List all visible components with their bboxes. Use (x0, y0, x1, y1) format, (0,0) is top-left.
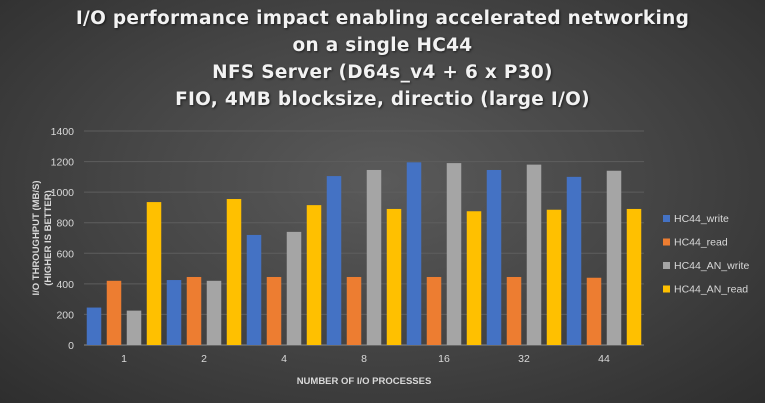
y-tick-label: 0 (68, 340, 74, 352)
y-tick-label: 600 (56, 248, 74, 260)
x-tick-label: 32 (518, 353, 530, 365)
bar-hc44-an-read (626, 208, 642, 345)
bar-hc44-write (246, 234, 262, 345)
bar-hc44-read (586, 277, 602, 345)
legend-label: HC44_write (674, 213, 729, 225)
bar-hc44-write (486, 169, 502, 345)
chart-title-line-3: NFS Server (D64s_v4 + 6 x P30) (212, 62, 553, 83)
bar-hc44-read (426, 276, 442, 345)
bar-hc44-an-write (126, 310, 142, 345)
x-tick-label: 16 (438, 353, 450, 365)
bar-hc44-read (506, 276, 522, 345)
bar-hc44-an-read (386, 208, 402, 345)
legend-swatch (663, 238, 670, 246)
chart-title-line-4: FIO, 4MB blocksize, directio (large I/O) (175, 89, 590, 110)
y-tick-label: 400 (56, 279, 74, 291)
chart-title-line-2: on a single HC44 (292, 35, 473, 56)
y-tick-label: 1400 (51, 126, 75, 138)
x-tick-label: 1 (121, 353, 127, 365)
bar-hc44-an-write (286, 231, 302, 345)
bar-hc44-read (346, 276, 362, 345)
y-tick-label: 800 (56, 218, 74, 230)
bar-hc44-an-write (446, 163, 462, 345)
y-axis-title-line-2: (HIGHER IS BETTER) (43, 190, 54, 286)
legend-label: HC44_AN_write (674, 260, 749, 272)
bar-hc44-write (86, 307, 102, 345)
y-tick-label: 1200 (51, 157, 75, 169)
bar-hc44-read (186, 276, 202, 345)
bar-hc44-an-read (226, 199, 242, 345)
bar-hc44-an-read (306, 205, 322, 345)
x-tick-label: 44 (598, 353, 610, 365)
bar-hc44-an-write (526, 164, 542, 345)
legend-swatch (663, 262, 670, 269)
y-axis-title-line-1: I/O THROUGHPUT (MB/S) (31, 180, 42, 295)
bar-hc44-write (326, 176, 342, 345)
chart-title-line-1: I/O performance impact enabling accelera… (75, 8, 690, 29)
x-axis-title: NUMBER OF I/O PROCESSES (297, 376, 432, 387)
bar-hc44-an-write (206, 280, 222, 345)
x-tick-label: 8 (361, 353, 367, 365)
y-tick-label: 200 (56, 309, 74, 321)
legend-swatch (663, 215, 670, 222)
bar-hc44-an-read (466, 211, 482, 345)
y-tick-label: 1000 (51, 187, 75, 199)
bar-hc44-an-write (366, 169, 382, 345)
bar-hc44-an-write (606, 170, 622, 345)
bar-hc44-write (166, 280, 182, 345)
bar-hc44-write (406, 162, 422, 345)
bar-hc44-an-read (146, 202, 162, 345)
bar-hc44-write (566, 176, 582, 345)
x-tick-label: 4 (281, 353, 287, 365)
legend-swatch (663, 285, 670, 293)
legend-label: HC44_AN_read (674, 284, 748, 296)
bar-hc44-read (266, 276, 282, 345)
bar-hc44-an-read (546, 209, 562, 345)
bar-hc44-read (106, 280, 122, 345)
x-tick-label: 2 (201, 353, 207, 365)
legend-label: HC44_read (674, 237, 728, 249)
